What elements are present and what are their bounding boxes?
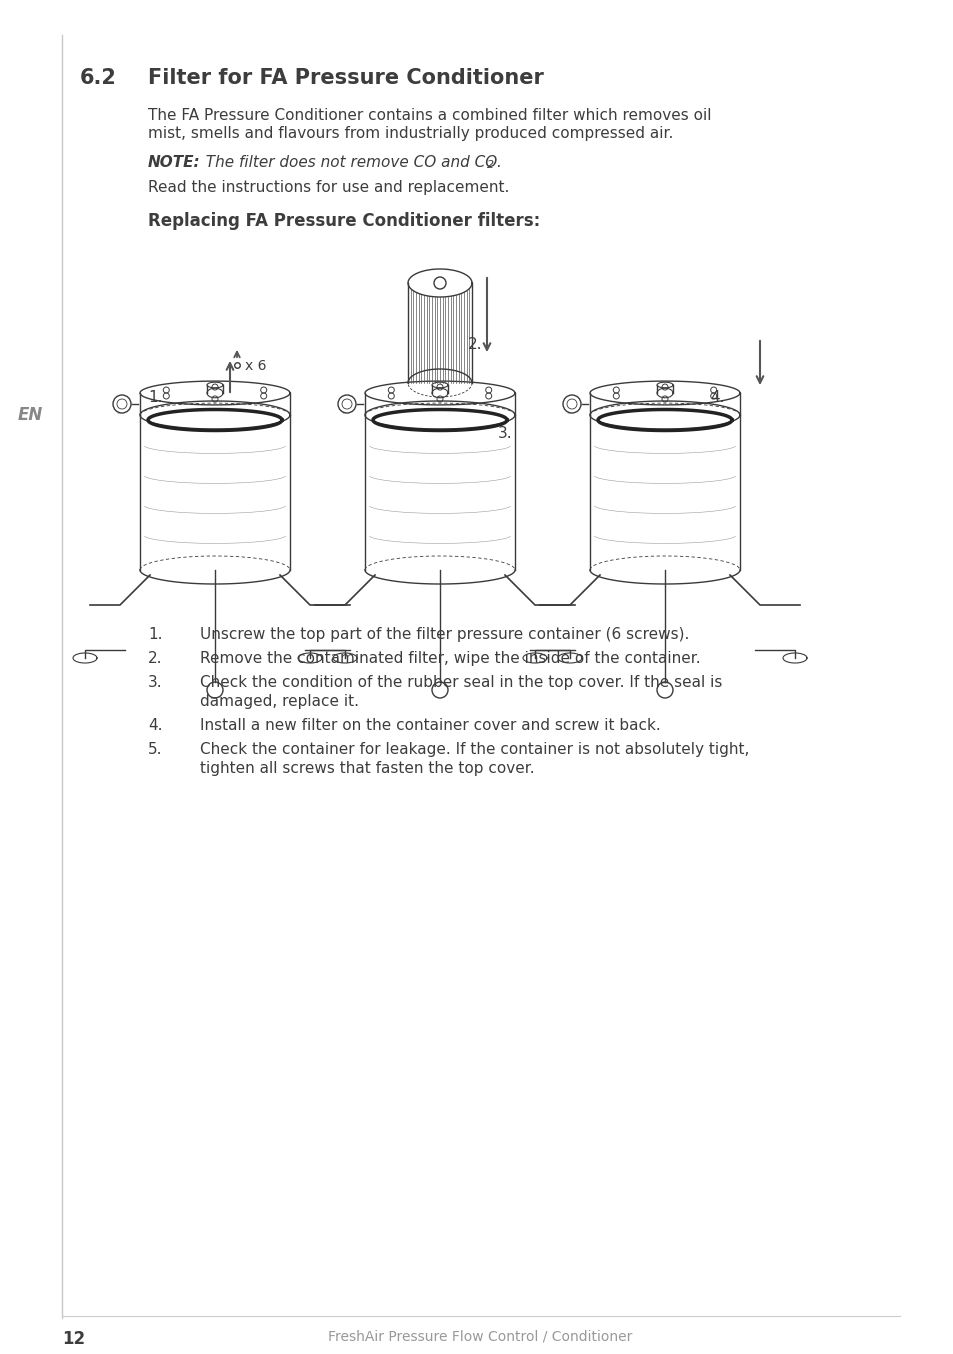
Circle shape	[432, 682, 448, 699]
Circle shape	[112, 395, 131, 413]
Text: The FA Pressure Conditioner contains a combined filter which removes oil: The FA Pressure Conditioner contains a c…	[148, 108, 711, 123]
Text: Replacing FA Pressure Conditioner filters:: Replacing FA Pressure Conditioner filter…	[148, 213, 539, 230]
Text: 3.: 3.	[497, 427, 512, 441]
Text: 1.: 1.	[148, 627, 162, 642]
Text: 12: 12	[62, 1330, 85, 1349]
Text: EN: EN	[17, 406, 43, 424]
Text: 4.: 4.	[148, 718, 162, 733]
Text: 2.: 2.	[148, 651, 162, 666]
Text: The filter does not remove CO and CO: The filter does not remove CO and CO	[195, 154, 497, 171]
Text: NOTE:: NOTE:	[148, 154, 200, 171]
Text: 1.: 1.	[148, 390, 162, 405]
Text: 2: 2	[486, 160, 494, 171]
Text: Remove the contaminated filter, wipe the inside of the container.: Remove the contaminated filter, wipe the…	[200, 651, 700, 666]
Text: Check the container for leakage. If the container is not absolutely tight,: Check the container for leakage. If the …	[200, 742, 749, 757]
Circle shape	[434, 278, 446, 288]
Text: mist, smells and flavours from industrially produced compressed air.: mist, smells and flavours from industria…	[148, 126, 673, 141]
Text: Filter for FA Pressure Conditioner: Filter for FA Pressure Conditioner	[148, 68, 543, 88]
Text: 2.: 2.	[468, 337, 482, 352]
Text: .: .	[496, 154, 500, 171]
Text: 3.: 3.	[148, 676, 162, 691]
Text: Install a new filter on the container cover and screw it back.: Install a new filter on the container co…	[200, 718, 660, 733]
Text: 4.: 4.	[709, 390, 723, 405]
Text: damaged, replace it.: damaged, replace it.	[200, 695, 358, 709]
Text: FreshAir Pressure Flow Control / Conditioner: FreshAir Pressure Flow Control / Conditi…	[328, 1330, 632, 1345]
Text: x 6: x 6	[245, 359, 266, 372]
Circle shape	[562, 395, 580, 413]
Text: Check the condition of the rubber seal in the top cover. If the seal is: Check the condition of the rubber seal i…	[200, 676, 721, 691]
Circle shape	[207, 682, 223, 699]
Text: 5.: 5.	[148, 742, 162, 757]
Text: Unscrew the top part of the filter pressure container (6 screws).: Unscrew the top part of the filter press…	[200, 627, 689, 642]
Text: Read the instructions for use and replacement.: Read the instructions for use and replac…	[148, 180, 509, 195]
Text: tighten all screws that fasten the top cover.: tighten all screws that fasten the top c…	[200, 761, 534, 776]
Circle shape	[337, 395, 355, 413]
Text: 6.2: 6.2	[80, 68, 117, 88]
Circle shape	[657, 682, 672, 699]
